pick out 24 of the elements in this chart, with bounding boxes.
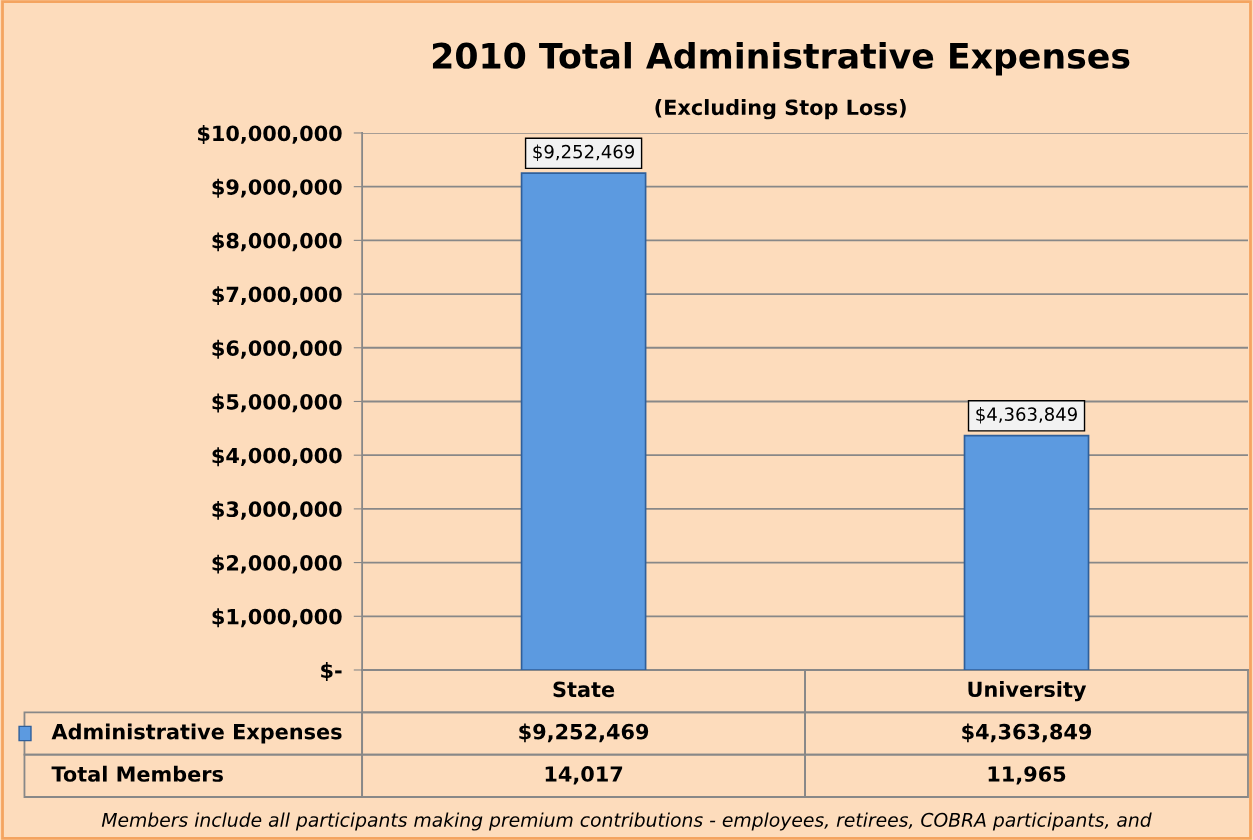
y-tick-label: $3,000,000 <box>212 500 342 520</box>
text: 11,965 <box>988 766 1066 785</box>
data-label: $9,252,469 <box>519 723 649 743</box>
x-tick-label: University <box>968 680 1087 702</box>
y-tick-label: $6,000,000 <box>212 339 342 359</box>
data-label: $4,363,849 <box>962 723 1092 743</box>
chart-title: 2010 Total Administrative Expenses <box>432 42 1130 76</box>
y-tick-label: $- <box>321 662 342 681</box>
x-tick-label: State <box>553 681 615 698</box>
y-tick-label: $4,000,000 <box>212 447 342 467</box>
text: Total Members <box>51 765 223 782</box>
y-tick-label: $9,000,000 <box>212 178 342 198</box>
y-tick-label: $5,000,000 <box>212 393 342 413</box>
text: 14,017 <box>545 766 623 785</box>
text: $9,252,469 <box>533 144 634 161</box>
y-tick-label: $10,000,000 <box>198 125 342 144</box>
y-tick-label: $8,000,000 <box>212 232 342 252</box>
legend-label: Administrative Expenses <box>51 723 342 744</box>
text: Members include all participants making premium contributions - employees, retirees, COBRA participants, and <box>101 812 1152 831</box>
text: $4,363,849 <box>976 407 1077 424</box>
y-tick-label: $2,000,000 <box>212 554 342 574</box>
y-tick-label: $1,000,000 <box>212 608 342 628</box>
chart-subtitle: (Excluding Stop Loss) <box>655 99 906 120</box>
y-tick-label: $7,000,000 <box>212 286 342 306</box>
